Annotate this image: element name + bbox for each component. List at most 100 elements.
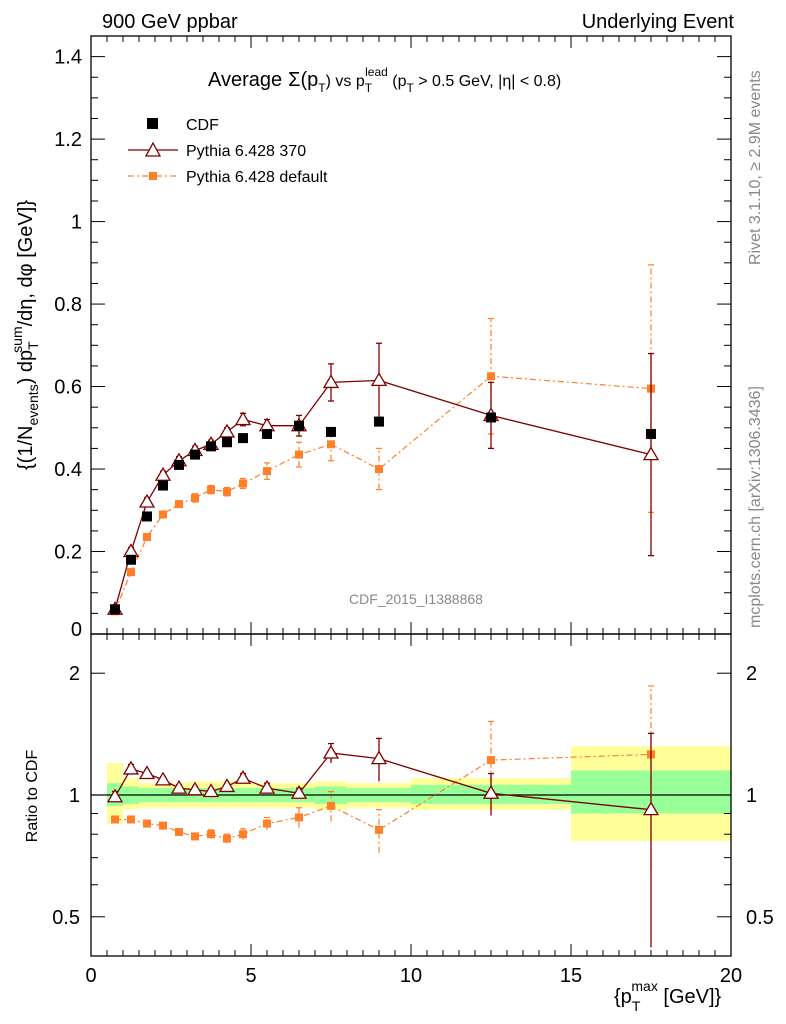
legend: CDF Pythia 6.428 370 Pythia 6.428 defaul… (128, 117, 328, 186)
plot-title: Average Σ(pT) vs pTlead (pT > 0.5 GeV, |η… (208, 65, 561, 95)
ratio-point-370 (218, 778, 236, 793)
point-default (487, 372, 495, 381)
mcplots-label: mcplots.cern.ch [arXiv:1306.3436] (747, 386, 764, 628)
legend-marker-cdf (147, 118, 158, 129)
ratio-point-default (127, 815, 135, 824)
point-370 (322, 374, 340, 389)
rivet-label: Rivet 3.1.10, ≥ 2.9M events (747, 70, 764, 265)
top-y-tick-label: 0.6 (54, 377, 82, 399)
ratio-point-370 (234, 769, 252, 784)
ratio-point-370 (186, 781, 204, 796)
axes: 0 5 10 15 20 0 0.2 0.4 0.6 0.8 1 1.2 1.4 0.5 0.5 1 1 2 2 (52, 35, 774, 987)
top-y-tick-label: 1.2 (54, 129, 82, 151)
point-cdf (110, 604, 120, 615)
point-cdf (238, 433, 248, 444)
ratio-point-default (223, 834, 231, 843)
ratio-point-default (143, 819, 151, 828)
top-y-tick-label: 1 (71, 212, 82, 234)
point-default (239, 479, 247, 488)
ratio-y-tick-label-left: 0.5 (52, 907, 80, 929)
point-default (223, 487, 231, 496)
ratio-point-370 (154, 771, 172, 786)
point-default (159, 510, 167, 519)
ratio-point-default (487, 756, 495, 765)
point-cdf (262, 428, 272, 439)
point-default (175, 500, 183, 509)
ratio-y-tick-label-left: 2 (69, 663, 80, 685)
top-y-tick-label: 0 (71, 619, 82, 641)
top-panel-plot (106, 264, 660, 616)
point-cdf (374, 416, 384, 427)
ratio-point-370 (138, 765, 156, 780)
ratio-point-370 (122, 760, 140, 775)
top-y-tick-label: 0.8 (54, 294, 82, 316)
header-left: 900 GeV ppbar (102, 11, 238, 33)
point-cdf (190, 449, 200, 460)
ratio-point-default (159, 821, 167, 830)
ratio-point-default (327, 801, 335, 810)
top-y-tick-label: 0.2 (54, 542, 82, 564)
point-cdf (486, 412, 496, 423)
ratio-point-370 (370, 750, 388, 765)
ratio-point-370 (106, 788, 124, 803)
ratio-point-default (111, 815, 119, 824)
ratio-y-tick-label-right: 1 (746, 785, 757, 807)
ratio-point-370 (290, 784, 308, 799)
header-right: Underlying Event (582, 11, 735, 33)
top-y-tick-label: 1.4 (54, 47, 82, 69)
analysis-watermark: CDF_2015_I1388868 (349, 591, 483, 607)
ratio-ylabel: Ratio to CDF (24, 750, 41, 843)
ratio-point-370 (322, 744, 340, 759)
ratio-point-default (295, 813, 303, 822)
point-cdf (174, 459, 184, 470)
x-tick-label: 0 (85, 965, 96, 987)
point-370 (642, 446, 660, 461)
point-370 (234, 411, 252, 426)
point-cdf (294, 420, 304, 431)
legend-label-cdf: CDF (186, 117, 219, 134)
point-cdf (158, 480, 168, 491)
point-default (375, 465, 383, 474)
point-cdf (206, 441, 216, 452)
point-default (295, 450, 303, 459)
ratio-y-tick-label-left: 1 (69, 785, 80, 807)
point-cdf (222, 437, 232, 448)
ratio-point-370 (202, 783, 220, 798)
top-ylabel: {(1/Nevents) dpTsum/dη, dφ [GeV]} (9, 200, 41, 470)
legend-label-default: Pythia 6.428 default (186, 169, 328, 186)
point-370 (370, 372, 388, 387)
legend-marker-default (149, 172, 157, 180)
point-cdf (126, 554, 136, 565)
ratio-point-370 (642, 801, 660, 816)
point-cdf (646, 428, 656, 439)
ratio-point-370 (170, 779, 188, 794)
point-370 (154, 466, 172, 481)
point-370 (138, 493, 156, 508)
legend-label-370: Pythia 6.428 370 (186, 143, 306, 160)
point-default (191, 493, 199, 502)
point-default (143, 533, 151, 542)
ratio-point-default (263, 819, 271, 828)
legend-marker-370 (144, 141, 162, 157)
ratio-panel-plot (106, 685, 660, 948)
ratio-y-tick-label-right: 2 (746, 663, 757, 685)
ratio-point-default (207, 830, 215, 839)
ratio-point-default (191, 832, 199, 841)
ratio-point-370 (482, 784, 500, 799)
point-cdf (326, 426, 336, 437)
ratio-y-tick-label-right: 0.5 (746, 907, 774, 929)
ratio-point-370 (258, 779, 276, 794)
point-default (263, 467, 271, 476)
point-370 (122, 543, 140, 558)
point-default (327, 440, 335, 449)
x-tick-label: 15 (560, 965, 582, 987)
point-default (207, 485, 215, 494)
ratio-point-default (175, 828, 183, 837)
x-tick-label: 20 (720, 965, 742, 987)
ratio-point-default (375, 825, 383, 834)
top-y-tick-label: 0.4 (54, 459, 82, 481)
x-axis-title: {pTmax [GeV]} (614, 978, 722, 1014)
x-tick-label: 5 (245, 965, 256, 987)
point-default (127, 568, 135, 577)
